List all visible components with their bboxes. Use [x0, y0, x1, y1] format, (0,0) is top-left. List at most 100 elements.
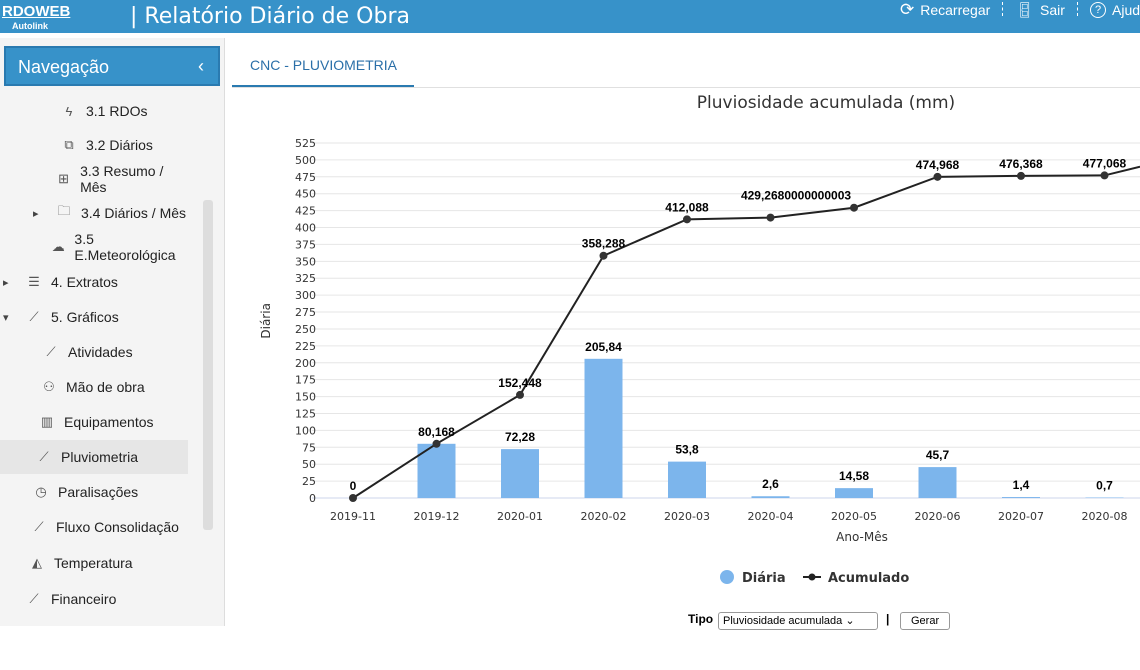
- exit-label: Sair: [1040, 2, 1065, 18]
- chart-icon: ⟋: [25, 309, 43, 325]
- logo[interactable]: RDOWEB: [2, 3, 70, 20]
- sidebar-item-atividades[interactable]: ⟋Atividades: [0, 335, 188, 369]
- top-bar: RDOWEB Autolink | Relatório Diário de Ob…: [0, 0, 1140, 33]
- sidebar-item-label: Mão de obra: [66, 379, 145, 395]
- help-icon: ?: [1090, 2, 1106, 18]
- chart: Pluviosidade acumulada (mm)0255075100125…: [232, 88, 1140, 670]
- y-tick-label: 50: [302, 458, 316, 471]
- list-icon: ☰: [25, 274, 43, 290]
- clock-icon: ◷: [32, 484, 50, 500]
- exit-button[interactable]: 🚪︎ Sair: [1015, 0, 1065, 20]
- generate-button[interactable]: Gerar: [900, 612, 950, 630]
- x-tick-label: 2020-07: [998, 510, 1044, 523]
- line-point: [349, 494, 357, 502]
- bar-data-label: 14,58: [839, 469, 869, 483]
- app-title: | Relatório Diário de Obra: [130, 4, 410, 29]
- bolt-icon: ϟ: [60, 104, 78, 119]
- y-tick-label: 300: [295, 289, 316, 302]
- caret-right-icon[interactable]: ▸: [33, 207, 39, 220]
- x-axis-label: Ano-Mês: [836, 530, 888, 544]
- folder-icon: 🗀: [55, 202, 73, 224]
- area-chart-icon: ◭: [28, 555, 46, 571]
- x-tick-label: 2020-08: [1082, 510, 1128, 523]
- sidebar-item-label: Temperatura: [54, 555, 133, 571]
- refresh-icon: ⟳: [900, 0, 914, 20]
- y-tick-label: 175: [295, 374, 316, 387]
- sidebar-item-label: 3.2 Diários: [86, 137, 153, 153]
- sidebar-item-5-gr-ficos[interactable]: ▾⟋5. Gráficos: [0, 300, 188, 334]
- legend-label-acumulado: Acumulado: [828, 571, 909, 586]
- sidebar-item-temperatura[interactable]: ◭ Temperatura: [0, 546, 188, 580]
- line-point: [767, 214, 775, 222]
- chart-icon: ⟋: [35, 449, 53, 465]
- y-tick-label: 325: [295, 272, 316, 285]
- x-tick-label: 2019-12: [414, 510, 460, 523]
- sidebar-item-equipamentos[interactable]: ▥Equipamentos: [0, 405, 188, 439]
- x-tick-label: 2020-03: [664, 510, 710, 523]
- y-tick-label: 25: [302, 475, 316, 488]
- bar-data-label: 205,84: [585, 340, 622, 354]
- y-tick-label: 450: [295, 188, 316, 201]
- line-data-label: 474,968: [916, 158, 960, 172]
- sidebar-item-3-5-e-meteorol-gica[interactable]: ☁3.5 E.Meteorológica: [0, 230, 188, 264]
- sidebar-item-label: Financeiro: [51, 591, 116, 607]
- weather-icon: ☁: [50, 239, 66, 255]
- y-tick-label: 250: [295, 323, 316, 336]
- line-data-label: 152,448: [498, 376, 542, 390]
- caret-right-icon[interactable]: ▸: [3, 276, 9, 289]
- sidebar-item-financeiro[interactable]: ⟋Financeiro: [0, 582, 188, 616]
- sidebar-item-3-2-di-rios[interactable]: ⧉ 3.2 Diários: [0, 128, 188, 162]
- line-point: [934, 173, 942, 181]
- y-tick-label: 0: [309, 492, 316, 505]
- sidebar-item-fluxo-consolida-o[interactable]: ⟋Fluxo Consolidação: [0, 510, 188, 544]
- y-tick-label: 200: [295, 357, 316, 370]
- bar-diaria: [752, 496, 790, 498]
- sidebar-item-label: Equipamentos: [64, 414, 154, 430]
- reload-button[interactable]: ⟳Recarregar: [900, 0, 990, 20]
- sidebar-item-pluviometria[interactable]: ⟋Pluviometria: [0, 440, 188, 474]
- nav-header[interactable]: Navegação‹: [4, 46, 220, 86]
- caret-down-icon[interactable]: ▾: [3, 311, 9, 324]
- copy-icon: ⧉: [60, 137, 78, 153]
- door-icon: 🚪︎: [1015, 1, 1034, 19]
- chevron-left-icon[interactable]: ‹: [198, 56, 204, 77]
- sidebar-item-3-4-di-rios-m-s[interactable]: ▸🗀3.4 Diários / Mês: [0, 196, 188, 230]
- y-tick-label: 375: [295, 238, 316, 251]
- sidebar-item-label: Fluxo Consolidação: [56, 519, 179, 535]
- bar-data-label: 0: [350, 479, 357, 493]
- bar-diaria: [919, 467, 957, 498]
- sidebar-item-m-o-de-obra[interactable]: ⚇ Mão de obra: [0, 370, 188, 404]
- help-label: Ajuda: [1112, 2, 1140, 18]
- y-tick-label: 100: [295, 424, 316, 437]
- x-tick-label: 2020-04: [748, 510, 794, 523]
- type-select[interactable]: Pluviosidade acumulada ⌄: [718, 612, 878, 630]
- bar-diaria: [1002, 497, 1040, 498]
- sidebar-item-label: Paralisações: [58, 484, 138, 500]
- sidebar-item-label: Atividades: [68, 344, 133, 360]
- sidebar-item-4-extratos[interactable]: ▸☰4. Extratos: [0, 265, 188, 299]
- y-tick-label: 125: [295, 407, 316, 420]
- bar-diaria: [585, 359, 623, 498]
- y-tick-label: 525: [295, 137, 316, 150]
- sidebar-item-paralisa-es[interactable]: ◷ Paralisações: [0, 475, 188, 509]
- line-point: [1101, 171, 1109, 179]
- line-point: [1017, 172, 1025, 180]
- tab-pluviometria[interactable]: CNC - PLUVIOMETRIA: [232, 44, 414, 87]
- line-data-label: 477,068: [1083, 156, 1127, 170]
- chevron-down-icon: ⌄: [845, 615, 854, 627]
- line-point: [850, 204, 858, 212]
- legend-label-diaria: Diária: [742, 571, 786, 586]
- help-button[interactable]: ? Ajuda: [1090, 0, 1140, 20]
- workers-icon: ⚇: [40, 379, 58, 395]
- line-data-label: 476,368: [999, 157, 1043, 171]
- bar-data-label: 72,28: [505, 430, 535, 444]
- sidebar-scrollbar[interactable]: [203, 200, 213, 530]
- sidebar-item-3-3-resumo-m-s[interactable]: ⊞3.3 Resumo / Mês: [0, 162, 188, 196]
- type-select-value: Pluviosidade acumulada: [723, 615, 842, 627]
- separator: |: [886, 612, 889, 626]
- bar-data-label: 1,4: [1013, 478, 1030, 492]
- legend-line-marker: [809, 574, 816, 581]
- bar-diaria: [501, 449, 539, 498]
